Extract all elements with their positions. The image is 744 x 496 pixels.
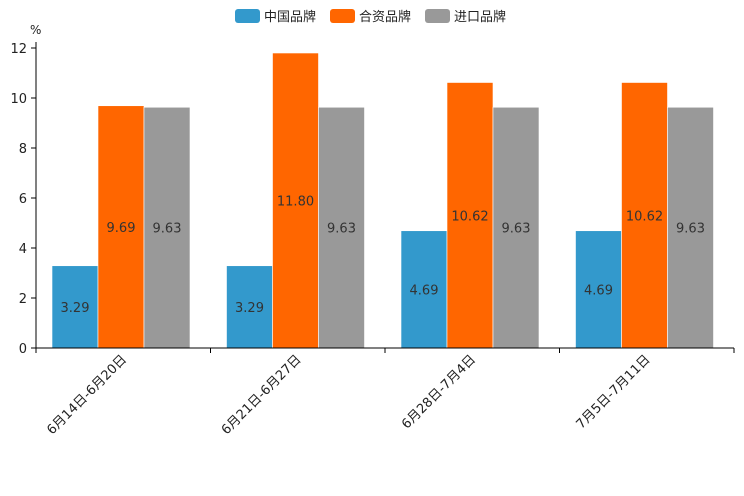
legend-swatch	[235, 9, 260, 23]
data-label: 9.63	[153, 222, 182, 237]
y-tick-label: 4	[19, 242, 27, 257]
x-category-label: 6月28日-7月4日	[399, 352, 479, 432]
bar-2-3	[446, 82, 494, 349]
y-tick-label: 6	[19, 192, 27, 207]
data-label: 3.29	[235, 301, 264, 316]
bar-3-3	[492, 106, 540, 349]
data-label: 4.69	[410, 283, 439, 298]
data-label: 9.63	[676, 222, 705, 237]
y-tick-label: 0	[19, 342, 27, 357]
x-axis: 6月14日-6月20日 6月21日-6月27日 6月28日-7月4日 7月5日-7月1…	[35, 347, 735, 438]
bar-1-3	[400, 230, 448, 349]
y-tick-label: 8	[19, 142, 27, 157]
bar-3-4	[667, 106, 714, 349]
bar-2-4	[621, 82, 668, 349]
bar-3-2	[318, 106, 365, 349]
legend-label: 中国品牌	[264, 9, 316, 25]
legend-swatch	[330, 9, 355, 23]
data-label: 9.69	[107, 221, 136, 236]
y-tick-label: 2	[19, 292, 27, 307]
bar-1-1	[51, 265, 99, 349]
data-label: 9.63	[327, 222, 356, 237]
data-label: 4.69	[584, 283, 613, 298]
data-label: 3.29	[61, 301, 90, 316]
x-category-label: 6月21日-6月27日	[219, 352, 305, 438]
data-label: 11.80	[277, 195, 314, 210]
x-category-label: 7月5日-7月11日	[574, 352, 654, 432]
legend-swatch	[425, 9, 450, 23]
y-axis: 0 2 4 6 8 10 12	[10, 42, 37, 357]
bar-1-2	[226, 265, 273, 349]
legend-label: 合资品牌	[359, 9, 411, 25]
y-axis-unit-label: %	[30, 23, 41, 37]
y-tick-label: 10	[10, 92, 27, 107]
legend: 中国品牌 合资品牌 进口品牌	[235, 9, 506, 25]
legend-label: 进口品牌	[454, 9, 506, 25]
x-category-label: 6月14日-6月20日	[44, 352, 130, 438]
data-label: 9.63	[502, 222, 531, 237]
bars-group: 3.29 3.29 4.69 4.69 9.69 11.80 10.62 10.62 9.63 9…	[51, 52, 714, 349]
y-tick-label: 12	[10, 42, 27, 57]
data-label: 10.62	[451, 209, 488, 224]
data-label: 10.62	[626, 209, 663, 224]
bar-2-2	[272, 52, 319, 349]
